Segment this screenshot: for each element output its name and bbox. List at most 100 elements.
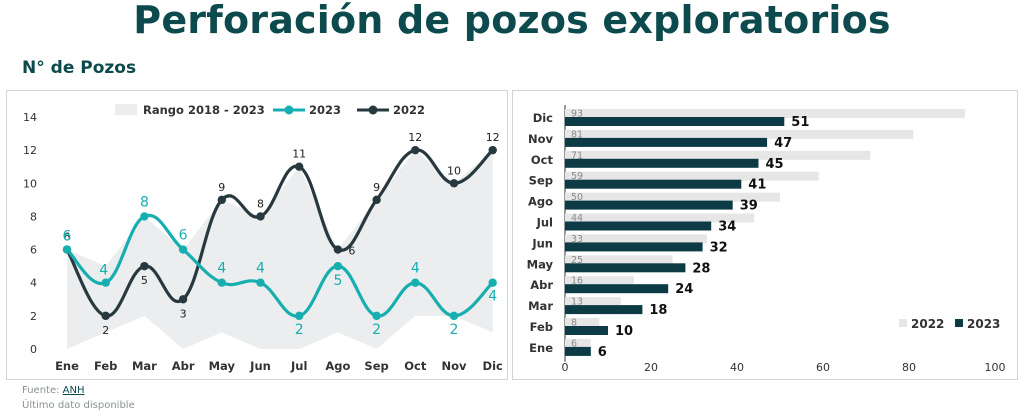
bar-2023 xyxy=(565,284,669,294)
series-2023-point xyxy=(217,278,226,287)
y-tick-label: 6 xyxy=(30,244,37,257)
bar-2022 xyxy=(565,192,780,202)
bar-2022-data-label: 16 xyxy=(571,276,583,287)
y-tick-label: 8 xyxy=(30,210,37,223)
bar-chart: Dic 93 51 Nov 81 47 Oct 71 45 Sep 59 41 Ago 50 39 Jul 44… xyxy=(527,105,1006,374)
series-2022-data-label: 9 xyxy=(218,181,225,194)
series-2022-data-label: 6 xyxy=(348,245,355,258)
series-2023-point xyxy=(488,278,497,287)
series-2022-data-label: 3 xyxy=(180,307,187,320)
bar-2022 xyxy=(565,213,755,223)
bar-2023-data-label: 24 xyxy=(675,282,693,297)
series-2022-data-label: 8 xyxy=(257,197,264,210)
bar-2023 xyxy=(565,137,768,147)
x-tick-label: Ene xyxy=(55,359,79,373)
legend-label-2023: 2023 xyxy=(309,103,341,117)
series-2023-data-label: 4 xyxy=(488,289,497,305)
x-tick-label: Ago xyxy=(325,359,350,373)
bar-2023 xyxy=(565,326,608,335)
y-tick-label: 10 xyxy=(23,177,37,190)
series-2023-data-label: 6 xyxy=(63,229,72,245)
y-tick-label: 14 xyxy=(23,111,37,124)
series-2023-point xyxy=(178,245,188,254)
bar-2022 xyxy=(565,318,600,327)
series-2023-point xyxy=(333,261,343,271)
legend-swatch-2023 xyxy=(955,319,963,327)
series-2023-point xyxy=(449,311,459,321)
bar-2022 xyxy=(565,297,621,307)
line-chart-panel: 0 2 4 6 8 10 12 14 Ene Feb Mar Abr May Jun Jul Ago Sep Oc… xyxy=(6,90,508,380)
y-tick-label: 2 xyxy=(30,310,37,323)
y-tick-label: Ene xyxy=(529,341,553,355)
series-2023-data-label: 6 xyxy=(179,228,188,244)
bar-2023 xyxy=(565,263,686,273)
footer-source-label: Fuente: xyxy=(22,385,60,396)
x-tick-label: Abr xyxy=(172,359,195,373)
series-2022-data-label: 9 xyxy=(373,181,380,194)
bar-2023-data-label: 39 xyxy=(740,199,758,214)
legend-label-range: Rango 2018 - 2023 xyxy=(143,103,265,117)
y-tick-label: Ago xyxy=(528,195,553,209)
x-tick-label: Jun xyxy=(249,359,271,373)
x-tick-label: 0 xyxy=(562,361,569,374)
bar-2022-data-label: 44 xyxy=(571,213,583,224)
series-2022-point xyxy=(140,261,149,271)
bar-2022 xyxy=(565,276,634,286)
series-2023-data-label: 2 xyxy=(372,322,381,338)
series-2022-data-label: 2 xyxy=(102,324,109,337)
bar-2023-data-label: 18 xyxy=(649,303,667,318)
series-2023-data-label: 4 xyxy=(217,261,226,277)
bar-2023 xyxy=(565,179,742,189)
y-tick-label: Mar xyxy=(528,299,553,313)
y-tick-label: Feb xyxy=(530,320,553,334)
page-title: Perforación de pozos exploratorios xyxy=(133,0,891,42)
x-tick-label: Oct xyxy=(404,359,427,373)
legend-label-2023: 2023 xyxy=(967,317,1000,331)
series-2022-data-label: 11 xyxy=(292,148,306,161)
series-2023-point xyxy=(411,278,420,287)
bar-2022 xyxy=(565,338,591,348)
y-tick-label: Jun xyxy=(531,236,553,250)
series-2022-point xyxy=(256,212,265,221)
series-2022-point xyxy=(178,295,188,304)
series-2022-data-label: 12 xyxy=(486,131,500,144)
legend-label-2022: 2022 xyxy=(911,317,944,331)
x-tick-label: Jul xyxy=(290,359,307,373)
series-2023-point xyxy=(62,245,72,254)
y-tick-label: Oct xyxy=(531,153,554,167)
source-link[interactable]: ANH xyxy=(62,385,85,396)
footer-source: Fuente: ANH xyxy=(22,385,85,396)
x-tick-label: 20 xyxy=(644,361,658,374)
bar-2022 xyxy=(565,255,673,265)
series-2022-point xyxy=(295,162,304,171)
bar-2022-data-label: 71 xyxy=(571,150,583,161)
x-tick-label: 60 xyxy=(816,361,830,374)
legend-marker-2023 xyxy=(284,105,294,115)
y-tick-label: May xyxy=(527,257,554,271)
bar-2023-data-label: 6 xyxy=(598,345,607,360)
legend-swatch-range xyxy=(115,104,137,115)
series-2022-point xyxy=(411,145,420,155)
series-2023-point xyxy=(372,311,381,321)
x-tick-label: 100 xyxy=(985,361,1006,374)
bar-2023-data-label: 34 xyxy=(718,220,736,235)
series-2022-data-label: 12 xyxy=(408,131,422,144)
series-2023-data-label: 2 xyxy=(295,322,304,338)
legend-marker-2022 xyxy=(368,105,378,115)
chart-subtitle: N° de Pozos xyxy=(22,58,137,78)
series-2022-data-label: 5 xyxy=(141,274,148,287)
bar-2022 xyxy=(565,234,707,244)
series-2022-point xyxy=(333,245,343,254)
footer-note: Último dato disponible xyxy=(22,400,135,411)
series-2023-point xyxy=(140,212,149,221)
bar-2023-data-label: 28 xyxy=(692,261,710,276)
bar-2023-data-label: 32 xyxy=(710,240,728,255)
y-tick-label: 0 xyxy=(30,343,37,356)
bar-2022-data-label: 33 xyxy=(571,234,583,245)
bar-2022-data-label: 93 xyxy=(571,109,583,120)
bar-2023 xyxy=(565,305,643,315)
series-2023-data-label: 5 xyxy=(333,273,342,289)
y-tick-label: Dic xyxy=(533,111,553,125)
line-chart: 0 2 4 6 8 10 12 14 Ene Feb Mar Abr May Jun Jul Ago Sep Oc… xyxy=(23,103,503,373)
x-tick-label: Mar xyxy=(132,359,157,373)
